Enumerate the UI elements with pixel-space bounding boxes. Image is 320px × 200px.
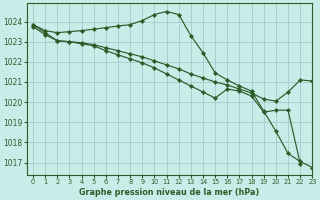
X-axis label: Graphe pression niveau de la mer (hPa): Graphe pression niveau de la mer (hPa) [79,188,260,197]
